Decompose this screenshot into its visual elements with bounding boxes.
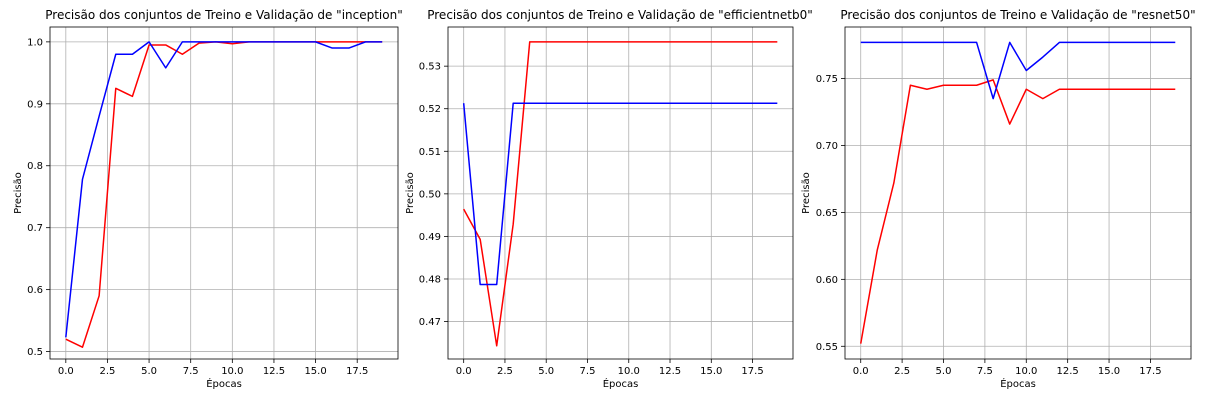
y-tick-label: 0.48 (419, 274, 441, 285)
x-tick-label: 15.0 (700, 366, 722, 377)
series-line-1 (65, 41, 383, 348)
plot-area-frame (49, 26, 399, 360)
x-tick-label: 17.5 (1139, 366, 1161, 377)
series-line-2 (860, 41, 1176, 100)
y-tick-label: 0.51 (419, 147, 441, 158)
y-tick-label: 0.70 (816, 141, 838, 152)
x-tick-label: 17.5 (346, 366, 368, 377)
x-tick-label: 0.0 (853, 366, 869, 377)
y-tick-label: 0.49 (419, 232, 441, 243)
x-tick-label: 2.5 (99, 366, 115, 377)
x-tick-label: 15.0 (304, 366, 326, 377)
y-tick-label: 0.52 (419, 104, 441, 115)
y-tick-label: 0.9 (27, 99, 43, 110)
series-line-1 (463, 41, 778, 347)
y-tick-label: 0.75 (816, 74, 838, 85)
chart-panel-1: 0.0 2.5 5.0 7.5 10.0 12.5 15.0 17.5 0.5 0.6 0.7 0.8… (13, 8, 403, 390)
x-tick-label: 5.0 (936, 366, 952, 377)
y-tick-label: 0.6 (27, 285, 43, 296)
x-tick-label: 5.0 (141, 366, 157, 377)
x-tick-label: 12.5 (659, 366, 681, 377)
y-tick-label: 0.53 (419, 62, 441, 73)
y-tick-label: 0.47 (419, 317, 441, 328)
y-tick-label: 0.5 (27, 347, 43, 358)
y-tick-label: 0.55 (816, 342, 838, 353)
chart-title: Precisão dos conjuntos de Treino e Valid… (45, 8, 402, 22)
x-tick-label: 10.0 (618, 366, 640, 377)
series-line-1 (859, 79, 1176, 344)
y-tick-label: 1.0 (27, 37, 43, 48)
y-tick-label: 0.60 (816, 275, 838, 286)
x-axis-label: Épocas (603, 377, 639, 390)
y-axis-label: Precisão (13, 172, 24, 214)
series-line-2 (462, 102, 778, 286)
y-axis-label: Precisão (405, 172, 416, 214)
y-tick-label: 0.50 (419, 189, 441, 200)
chart-panel-3: 0.0 2.5 5.0 7.5 10.0 12.5 15.0 17.5 0.55 0.60 0.65… (801, 8, 1196, 390)
series-line-2 (65, 41, 383, 338)
y-tick-label: 0.7 (27, 223, 43, 234)
x-tick-label: 0.0 (58, 366, 74, 377)
chart-title: Precisão dos conjuntos de Treino e Valid… (840, 8, 1195, 22)
y-tick-label: 0.65 (816, 208, 838, 219)
x-tick-label: 10.0 (221, 366, 243, 377)
x-tick-label: 15.0 (1098, 366, 1120, 377)
plot-area-frame (447, 26, 794, 360)
x-tick-label: 0.0 (456, 366, 472, 377)
plot-area-frame (844, 26, 1192, 360)
x-tick-label: 7.5 (977, 366, 993, 377)
x-tick-label: 12.5 (1057, 366, 1079, 377)
y-tick-label: 0.8 (27, 161, 43, 172)
x-axis-label: Épocas (1000, 377, 1036, 390)
x-tick-label: 7.5 (580, 366, 596, 377)
x-axis-label: Épocas (206, 377, 242, 390)
chart-title: Precisão dos conjuntos de Treino e Valid… (427, 8, 813, 22)
x-tick-label: 2.5 (894, 366, 910, 377)
x-tick-label: 2.5 (497, 366, 513, 377)
y-axis-label: Precisão (801, 172, 812, 214)
x-tick-label: 5.0 (538, 366, 554, 377)
x-tick-label: 10.0 (1015, 366, 1037, 377)
x-tick-label: 17.5 (741, 366, 763, 377)
x-tick-label: 12.5 (263, 366, 285, 377)
chart-panel-2: 0.0 2.5 5.0 7.5 10.0 12.5 15.0 17.5 0.47 0.48 0.49… (405, 8, 813, 390)
x-tick-label: 7.5 (183, 366, 199, 377)
